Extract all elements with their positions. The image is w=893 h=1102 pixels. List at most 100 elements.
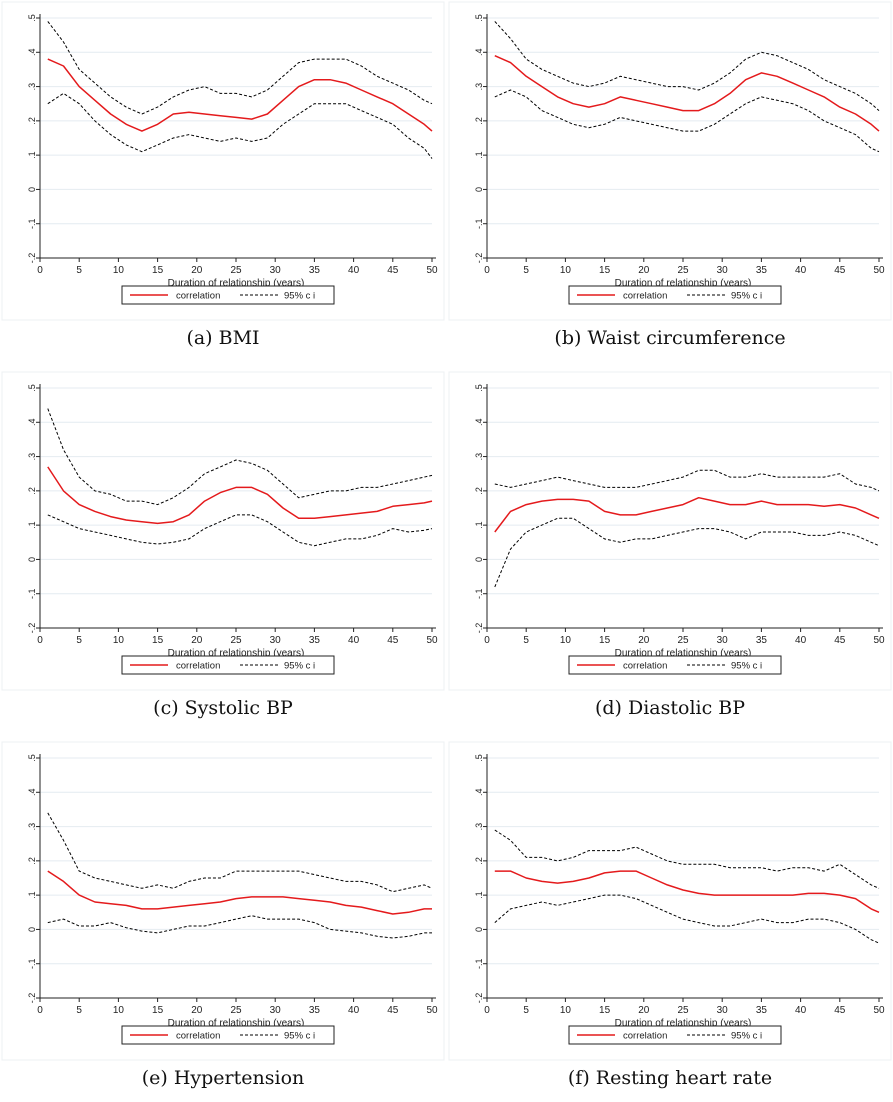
y-tick-label: -.2 — [27, 253, 37, 264]
chart-panel: -.2 -.1 0 .1 .2 .3 .4 .5 0 5 10 15 20 25 30 35 40 45 50 Dur… — [447, 370, 893, 732]
y-tick-label: .5 — [27, 14, 37, 22]
panel-caption: (f) Resting heart rate — [567, 1067, 773, 1089]
x-tick-label: 10 — [113, 1005, 125, 1016]
y-tick-label: .1 — [474, 151, 484, 159]
chart-svg: -.2 -.1 0 .1 .2 .3 .4 .5 0 5 10 15 20 25 30 35 40 45 50 Dur… — [1, 371, 445, 691]
chart-panel: -.2 -.1 0 .1 .2 .3 .4 .5 0 5 10 15 20 25 30 35 40 45 50 Dur… — [0, 370, 446, 732]
x-tick-label: 0 — [484, 265, 490, 276]
y-tick-label: .5 — [27, 384, 37, 392]
y-tick-label: .5 — [474, 14, 484, 22]
x-tick-label: 40 — [795, 635, 807, 646]
x-tick-label: 40 — [795, 265, 807, 276]
x-tick-label: 30 — [270, 265, 282, 276]
legend-box — [121, 285, 335, 305]
x-tick-label: 45 — [387, 635, 399, 646]
x-tick-label: 20 — [638, 265, 650, 276]
legend-label-correlation: correlation — [623, 291, 667, 302]
x-tick-label: 20 — [191, 635, 203, 646]
legend-box — [568, 285, 782, 305]
series-line-ci — [47, 514, 433, 547]
legend-label-correlation: correlation — [176, 291, 220, 302]
y-tick-label: .5 — [474, 384, 484, 392]
legend-label-ci: 95% c i — [731, 1031, 762, 1042]
chart-frame — [1, 371, 445, 691]
x-tick-label: 15 — [152, 635, 164, 646]
x-tick-label: 0 — [484, 635, 490, 646]
y-tick-label: .3 — [474, 823, 484, 831]
series-line-ci — [47, 915, 432, 939]
legend-label-ci: 95% c i — [284, 291, 315, 302]
series-line-ci — [494, 469, 880, 492]
x-tick-label: 40 — [795, 1005, 807, 1016]
y-tick-label: .1 — [27, 521, 37, 529]
y-tick-label: 0 — [27, 927, 37, 932]
x-tick-label: 15 — [152, 1005, 164, 1016]
series-line-ci — [47, 92, 433, 159]
x-tick-label: 0 — [37, 635, 43, 646]
x-tick-label: 50 — [426, 265, 438, 276]
panel-caption: (b) Waist circumference — [554, 327, 786, 349]
chart-panel: -.2 -.1 0 .1 .2 .3 .4 .5 0 5 10 15 20 25 30 35 40 45 50 Dur… — [0, 0, 446, 362]
x-tick-label: 35 — [756, 635, 768, 646]
panel-caption: (d) Diastolic BP — [594, 697, 746, 719]
y-tick-label: .5 — [474, 754, 484, 762]
y-tick-label: 0 — [27, 557, 37, 562]
y-tick-label: -.1 — [27, 958, 37, 969]
x-tick-label: 20 — [638, 635, 650, 646]
y-tick-label: .2 — [27, 487, 37, 495]
series-line-correlation — [494, 870, 880, 913]
y-tick-label: -.1 — [474, 958, 484, 969]
x-tick-label: 15 — [599, 635, 611, 646]
x-tick-label: 50 — [873, 1005, 885, 1016]
x-tick-label: 5 — [76, 1005, 82, 1016]
y-tick-label: .4 — [27, 419, 37, 427]
chart-panel: -.2 -.1 0 .1 .2 .3 .4 .5 0 5 10 15 20 25 30 35 40 45 50 Dur… — [0, 740, 446, 1102]
y-tick-label: .3 — [474, 453, 484, 461]
x-tick-label: 45 — [834, 635, 846, 646]
legend-label-ci: 95% c i — [284, 661, 315, 672]
series-line-ci — [494, 517, 880, 588]
y-tick-label: -.1 — [27, 588, 37, 599]
x-tick-label: 35 — [309, 635, 321, 646]
legend-label-correlation: correlation — [176, 661, 220, 672]
x-tick-label: 25 — [677, 635, 689, 646]
y-tick-label: 0 — [474, 557, 484, 562]
y-tick-label: .4 — [27, 49, 37, 57]
legend-label-correlation: correlation — [623, 661, 667, 672]
y-tick-label: .4 — [474, 49, 484, 57]
y-tick-label: -.2 — [474, 253, 484, 264]
x-tick-label: 50 — [426, 1005, 438, 1016]
x-tick-label: 30 — [717, 635, 729, 646]
y-tick-label: .1 — [474, 521, 484, 529]
y-tick-label: -.2 — [27, 623, 37, 634]
x-tick-label: 20 — [638, 1005, 650, 1016]
x-tick-label: 10 — [560, 1005, 572, 1016]
y-tick-label: -.1 — [474, 218, 484, 229]
chart-frame — [448, 371, 892, 691]
x-axis-label: Duration of relationship (years) — [615, 1018, 752, 1029]
y-tick-label: .2 — [474, 857, 484, 865]
chart-panel: -.2 -.1 0 .1 .2 .3 .4 .5 0 5 10 15 20 25 30 35 40 45 50 Dur… — [447, 740, 893, 1102]
x-tick-label: 50 — [426, 635, 438, 646]
x-axis-label: Duration of relationship (years) — [168, 278, 305, 289]
y-tick-label: .2 — [474, 117, 484, 125]
legend-label-correlation: correlation — [623, 1031, 667, 1042]
chart-frame — [448, 741, 892, 1061]
y-tick-label: .1 — [474, 891, 484, 899]
x-tick-label: 35 — [309, 1005, 321, 1016]
x-tick-label: 35 — [309, 265, 321, 276]
x-tick-label: 45 — [387, 1005, 399, 1016]
series-line-correlation — [47, 870, 432, 915]
panel-caption: (c) Systolic BP — [153, 697, 293, 719]
y-tick-label: .3 — [474, 83, 484, 91]
legend-label-ci: 95% c i — [731, 661, 762, 672]
series-line-correlation — [494, 55, 880, 132]
x-tick-label: 25 — [230, 265, 242, 276]
legend-box — [121, 1025, 335, 1045]
x-tick-label: 30 — [717, 265, 729, 276]
series-line-correlation — [47, 58, 433, 132]
x-tick-label: 40 — [348, 1005, 360, 1016]
x-tick-label: 30 — [717, 1005, 729, 1016]
series-line-ci — [47, 408, 433, 506]
series-line-ci — [494, 21, 880, 111]
